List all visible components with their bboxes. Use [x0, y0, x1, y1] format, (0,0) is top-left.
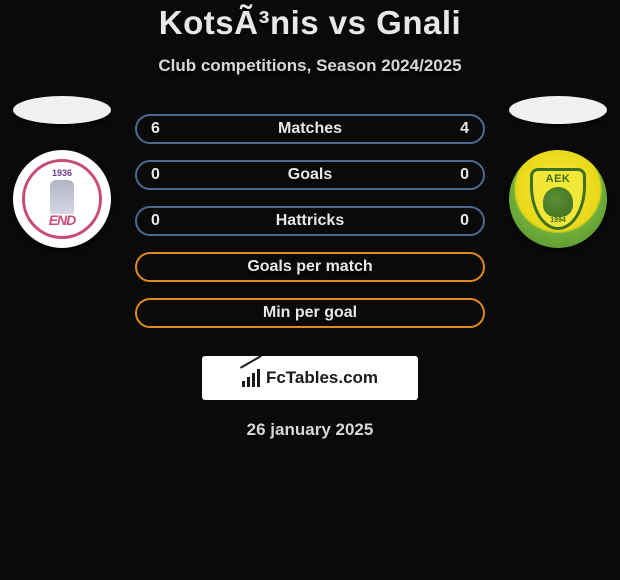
page-title: KotsÃ³nis vs Gnali [0, 4, 620, 42]
comparison-card: KotsÃ³nis vs Gnali Club competitions, Se… [0, 0, 620, 580]
club-badge-right-shield: AEK 1994 [530, 168, 586, 230]
player-left-photo-placeholder [13, 96, 111, 124]
stat-label: Min per goal [263, 304, 357, 322]
club-badge-right: AEK 1994 [509, 150, 607, 248]
chart-icon [242, 369, 260, 387]
stat-row-goals-per-match: Goals per match [135, 252, 485, 282]
stat-row-matches: 6 Matches 4 [135, 114, 485, 144]
stat-row-goals: 0 Goals 0 [135, 160, 485, 190]
stat-right-value: 4 [460, 120, 469, 138]
stat-label: Matches [278, 120, 342, 138]
stat-left-value: 0 [151, 166, 160, 184]
club-badge-left-ring: 1936 END [22, 159, 102, 239]
stat-label: Goals per match [247, 258, 372, 276]
player-left-column: 1936 END [12, 96, 112, 248]
stats-area: 1936 END AEK 1994 6 Matches 4 [0, 114, 620, 346]
club-badge-left: 1936 END [13, 150, 111, 248]
stat-row-hattricks: 0 Hattricks 0 [135, 206, 485, 236]
stat-label: Goals [288, 166, 332, 184]
club-badge-left-figure [50, 180, 74, 214]
stat-left-value: 6 [151, 120, 160, 138]
stat-right-value: 0 [460, 212, 469, 230]
watermark-text: FcTables.com [266, 368, 378, 388]
page-subtitle: Club competitions, Season 2024/2025 [0, 56, 620, 76]
club-badge-right-emblem [543, 187, 573, 217]
club-badge-right-text: AEK [546, 173, 571, 185]
club-badge-right-year: 1994 [550, 217, 566, 224]
stat-label: Hattricks [276, 212, 344, 230]
club-badge-left-text: END [49, 212, 76, 228]
stat-left-value: 0 [151, 212, 160, 230]
stat-right-value: 0 [460, 166, 469, 184]
stat-row-min-per-goal: Min per goal [135, 298, 485, 328]
player-right-photo-placeholder [509, 96, 607, 124]
player-right-column: AEK 1994 [508, 96, 608, 248]
date-label: 26 january 2025 [0, 420, 620, 440]
club-badge-left-year: 1936 [52, 168, 72, 178]
watermark: FcTables.com [202, 356, 418, 400]
